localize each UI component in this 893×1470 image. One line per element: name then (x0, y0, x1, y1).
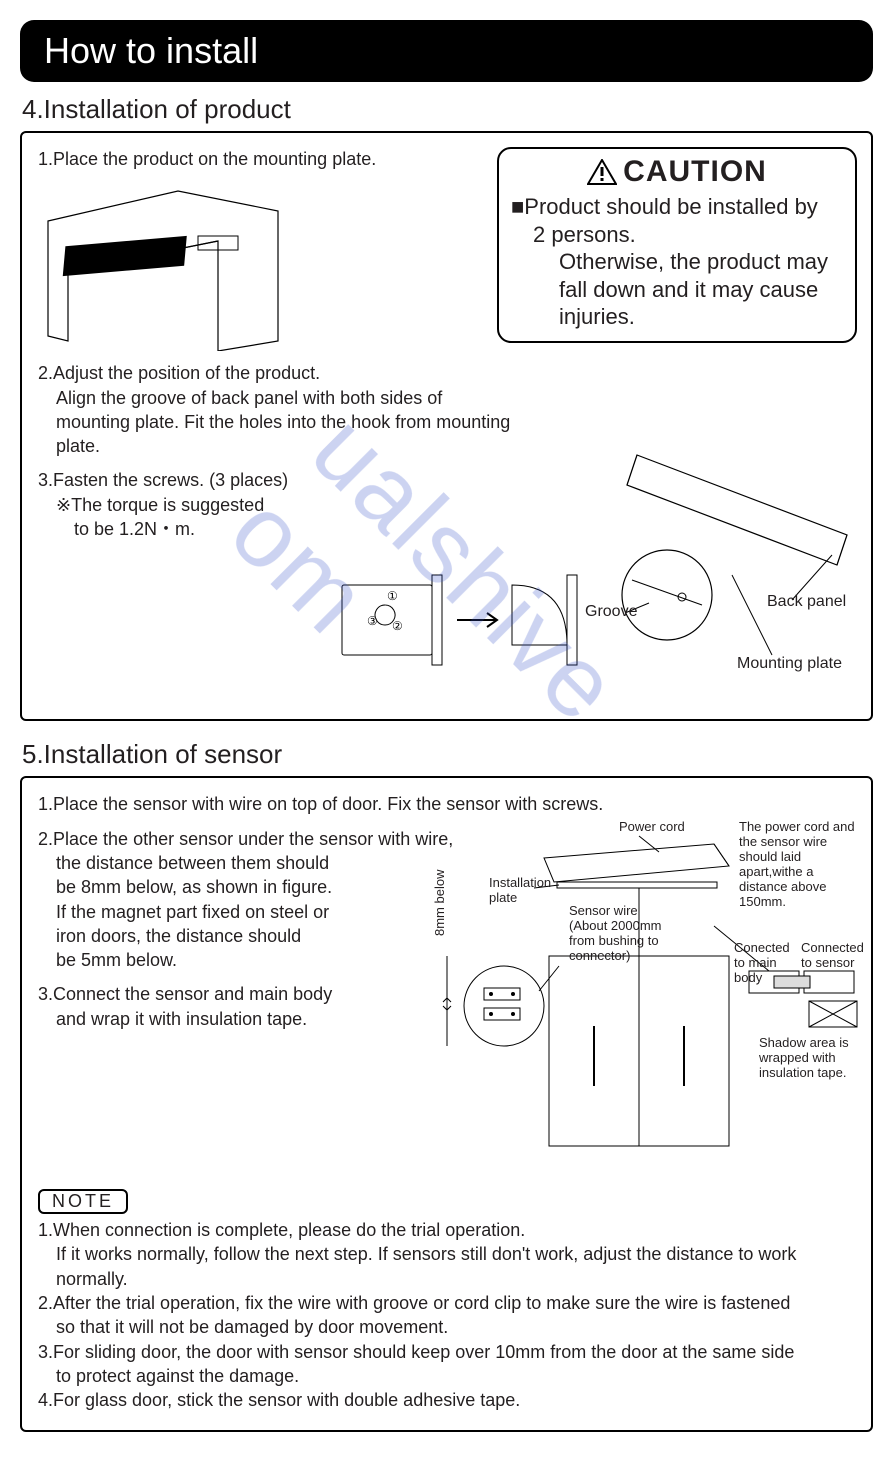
s5-step2b: the distance between them should (56, 851, 478, 875)
label-back-panel: Back panel (767, 593, 846, 611)
note2: 2.After the trial operation, fix the wir… (38, 1291, 855, 1340)
note1b: If it works normally, follow the next st… (56, 1242, 855, 1291)
s5-step1: 1.Place the sensor with wire on top of d… (38, 792, 855, 816)
svg-text:①: ① (387, 589, 398, 603)
note3b: to protect against the damage. (56, 1364, 855, 1388)
note1: 1.When connection is complete, please do… (38, 1218, 855, 1291)
sensor-diagram: Power cord Installation plate Sensor wir… (439, 826, 859, 1166)
label-sensor-wire-t: Sensor wire (569, 903, 638, 918)
label-mounting-plate: Mounting plate (737, 655, 842, 673)
s4-diagram-2: ① ③ ② Groove Back panel Mounting plate (337, 445, 857, 705)
note2a: 2.After the trial operation, fix the wir… (38, 1293, 790, 1313)
mounting-illustration (38, 181, 298, 351)
s5-step2a: 2.Place the other sensor under the senso… (38, 829, 453, 849)
label-cord-note: The power cord and the sensor wire shoul… (739, 820, 859, 910)
s4-diagram-1 (38, 181, 855, 361)
label-8mm: 8mm below (433, 870, 448, 936)
section5-panel: 1.Place the sensor with wire on top of d… (20, 776, 873, 1432)
note4: 4.For glass door, stick the sensor with … (38, 1388, 855, 1412)
svg-text:②: ② (392, 619, 403, 633)
s5-step2: 2.Place the other sensor under the senso… (38, 827, 478, 973)
s5-step2c: be 8mm below, as shown in figure. (56, 875, 478, 899)
note3: 3.For sliding door, the door with sensor… (38, 1340, 855, 1389)
s5-step2f: be 5mm below. (56, 948, 478, 972)
s4-step2a: 2.Adjust the position of the product. (38, 363, 320, 383)
s5-step3a: 3.Connect the sensor and main body (38, 984, 332, 1004)
label-install-plate: Installation plate (489, 876, 559, 906)
s4-step3: 3.Fasten the screws. (3 places) ※The tor… (38, 468, 338, 541)
section5-heading: 5.Installation of sensor (22, 739, 873, 770)
note1a: 1.When connection is complete, please do… (38, 1220, 525, 1240)
label-conn-main: Conected to main body (734, 941, 796, 986)
page-title-bar: How to install (20, 20, 873, 82)
s5-step3: 3.Connect the sensor and main body and w… (38, 982, 478, 1031)
s5-step2d: If the magnet part fixed on steel or (56, 900, 478, 924)
s5-step3b: and wrap it with insulation tape. (56, 1007, 478, 1031)
label-power-cord: Power cord (619, 820, 685, 835)
label-shadow: Shadow area is wrapped with insulation t… (759, 1036, 859, 1081)
note3a: 3.For sliding door, the door with sensor… (38, 1342, 794, 1362)
label-conn-sensor: Connected to sensor (801, 941, 861, 971)
svg-text:③: ③ (367, 614, 378, 628)
label-sensor-wire: Sensor wire (About 2000mm from bushing t… (569, 904, 669, 964)
note-title: NOTE (38, 1189, 128, 1214)
section4-panel: 1.Place the product on the mounting plat… (20, 131, 873, 721)
s5-step2e: iron doors, the distance should (56, 924, 478, 948)
notes: 1.When connection is complete, please do… (38, 1218, 855, 1412)
section4-heading: 4.Installation of product (22, 94, 873, 125)
s4-step3b: ※The torque is suggested (56, 493, 338, 517)
s4-step3a: 3.Fasten the screws. (3 places) (38, 470, 288, 490)
s4-step2: 2.Adjust the position of the product. Al… (38, 361, 518, 458)
s4-step3c: to be 1.2N・m. (74, 517, 338, 541)
label-groove: Groove (585, 603, 637, 621)
label-sensor-wire-sub: (About 2000mm from bushing to connector) (569, 918, 662, 963)
note2b: so that it will not be damaged by door m… (56, 1315, 855, 1339)
